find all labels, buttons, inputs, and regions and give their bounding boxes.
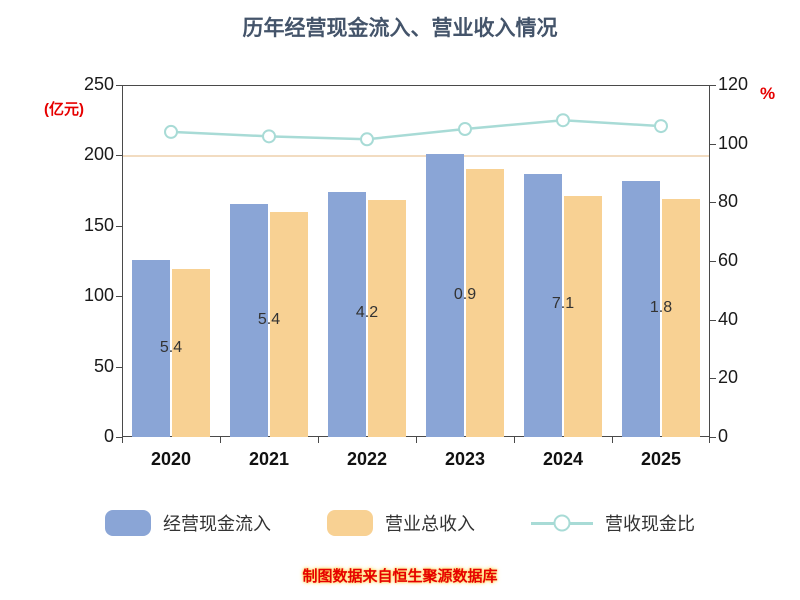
gridline-200 <box>123 155 709 158</box>
right-axis-tick-label: 120 <box>718 74 749 94</box>
right-axis-unit-label: % <box>760 84 776 103</box>
x-axis-year-label: 2021 <box>248 449 290 469</box>
legend-swatch-cash-inflow <box>105 510 151 536</box>
legend-item-total-revenue: 营业总收入 <box>327 510 475 536</box>
legend-line-sample <box>531 510 593 536</box>
right-axis-tick-label: 80 <box>718 191 739 212</box>
chart-title: 历年经营现金流入、营业收入情况 <box>242 17 558 40</box>
left-axis-tick-label: 150 <box>83 214 114 235</box>
legend-swatch-total-revenue <box>327 510 373 536</box>
right-axis-tickmark <box>710 85 716 86</box>
left-axis-tick-label: 50 <box>93 355 114 376</box>
legend-item-cash-inflow: 经营现金流入 <box>105 510 271 536</box>
bar-total-revenue <box>564 196 602 437</box>
left-axis-tick-label: 250 <box>83 74 114 94</box>
bar-operating-cash-inflow <box>328 191 366 437</box>
right-axis-tick-label: 20 <box>718 367 739 388</box>
legend-label-cash-inflow: 经营现金流入 <box>163 514 271 534</box>
x-axis-year-label: 2024 <box>542 449 584 469</box>
bottom-axis-tickmark <box>612 437 613 443</box>
bottom-axis-tickmark <box>514 437 515 443</box>
right-axis-tickmark <box>710 143 716 145</box>
left-axis-unit-label: (亿元) <box>44 101 84 118</box>
legend-circle-marker-icon <box>553 514 571 532</box>
plot-area <box>122 85 710 437</box>
right-axis-tickmark <box>710 319 716 321</box>
left-axis-tickmark <box>116 437 122 438</box>
bar-value-label: 5.4 <box>159 338 183 356</box>
bar-total-revenue <box>368 200 406 437</box>
bar-value-label: 5.4 <box>257 310 281 328</box>
x-axis-year-label: 2022 <box>346 449 388 469</box>
left-axis-tick-label: 100 <box>83 285 114 306</box>
left-axis-tickmark <box>116 296 122 298</box>
left-axis-tickmark <box>116 366 122 368</box>
right-axis-tick-label: 60 <box>718 250 739 270</box>
left-axis-tickmark <box>116 155 122 157</box>
bar-value-label: 0.9 <box>453 285 477 303</box>
bottom-axis-tickmark <box>220 437 221 443</box>
bar-value-label: 1.8 <box>649 299 673 316</box>
right-axis-tickmark <box>710 378 716 380</box>
bar-total-revenue <box>172 269 210 437</box>
right-axis-tickmark <box>710 437 716 438</box>
bar-operating-cash-inflow <box>426 154 464 437</box>
left-axis-tick-label: 0 <box>103 426 114 446</box>
bottom-axis-tickmark <box>709 437 710 443</box>
data-source-caption: 制图数据来自恒生聚源数据库 <box>302 568 498 585</box>
right-axis-tick-label: 40 <box>718 308 739 329</box>
legend-item-cash-ratio: 营收现金比 <box>531 510 695 536</box>
x-axis-year-label: 2020 <box>150 449 192 469</box>
bar-value-label: 4.2 <box>355 304 379 322</box>
right-axis-tick-label: 0 <box>718 426 729 446</box>
bar-operating-cash-inflow <box>230 204 268 437</box>
bar-operating-cash-inflow <box>132 260 170 437</box>
bar-total-revenue <box>662 199 700 437</box>
bottom-axis-tickmark <box>122 437 123 443</box>
left-axis-tick-label: 200 <box>83 144 114 165</box>
bar-total-revenue <box>270 211 308 437</box>
x-axis-year-label: 2023 <box>444 449 486 469</box>
bottom-axis-tickmark <box>318 437 319 443</box>
bar-operating-cash-inflow <box>524 173 562 437</box>
bar-operating-cash-inflow <box>622 181 660 437</box>
bottom-axis-tickmark <box>416 437 417 443</box>
right-axis-tickmark <box>710 261 716 262</box>
right-axis-tickmark <box>710 202 716 204</box>
legend-label-total-revenue: 营业总收入 <box>385 514 475 534</box>
left-axis-tickmark <box>116 225 122 227</box>
left-axis-tickmark <box>116 85 122 86</box>
x-axis-year-label: 2025 <box>640 449 682 469</box>
legend: 经营现金流入 营业总收入 营收现金比 <box>0 510 800 536</box>
bar-value-label: 7.1 <box>551 295 575 313</box>
legend-label-cash-ratio: 营收现金比 <box>605 514 695 534</box>
bar-total-revenue <box>466 169 504 437</box>
right-axis-tick-label: 100 <box>718 132 749 153</box>
